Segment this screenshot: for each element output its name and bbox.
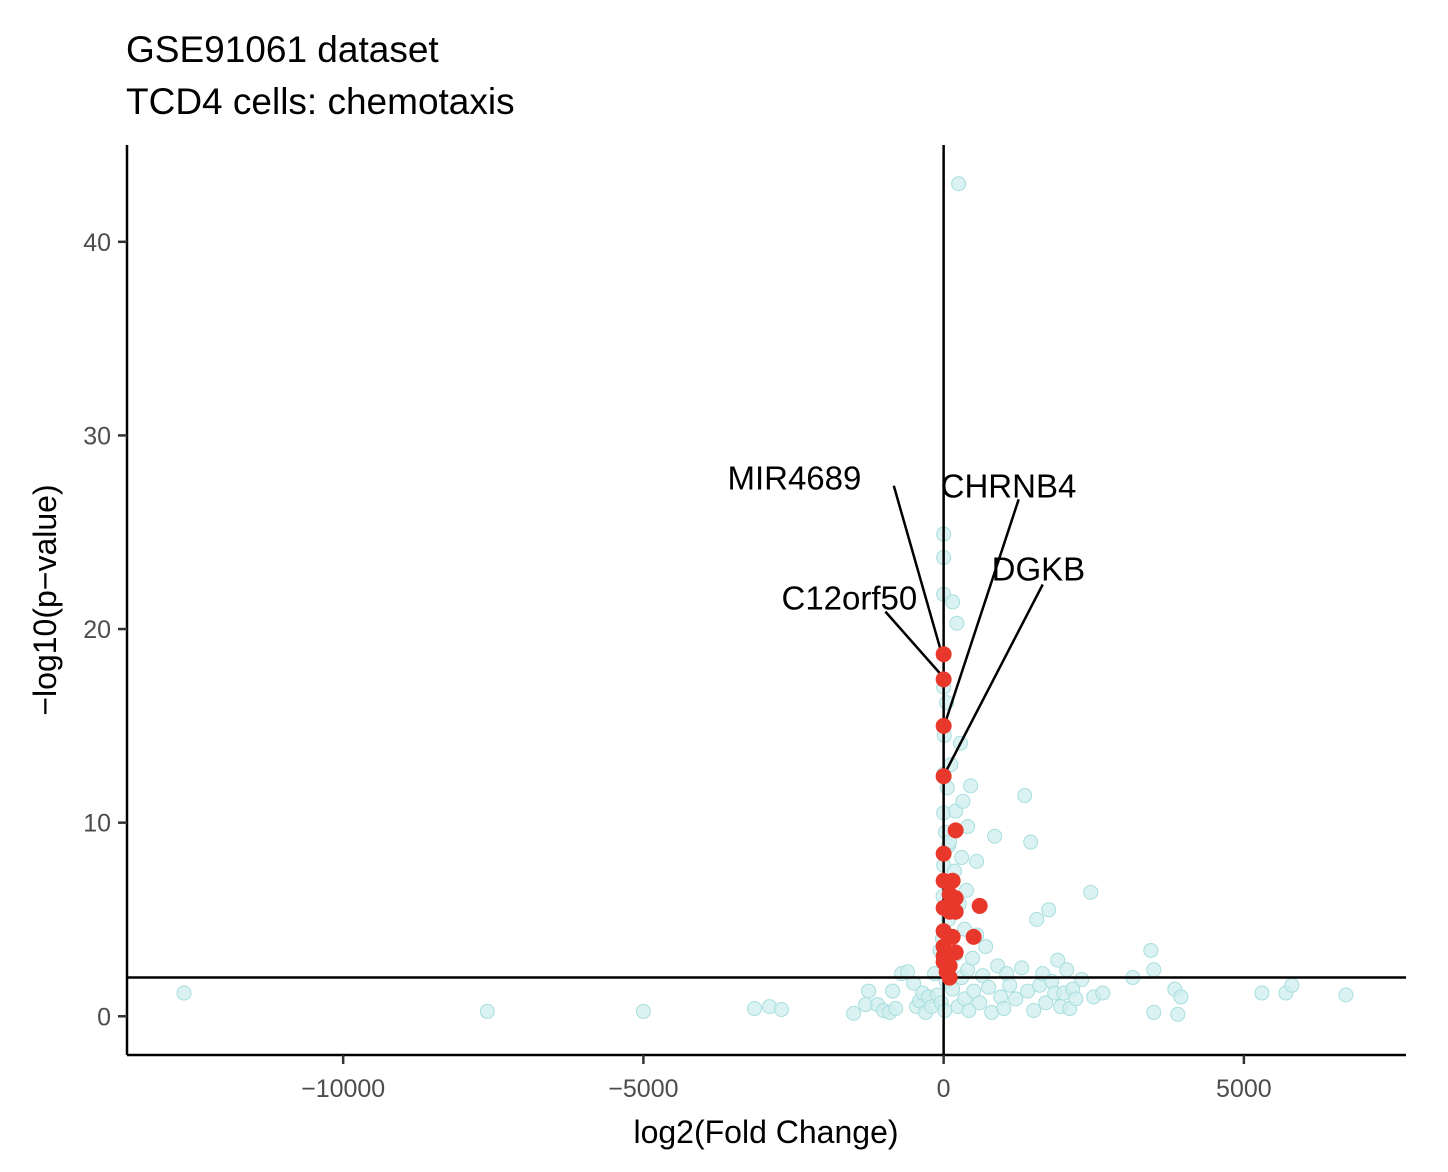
background-gene-point (955, 793, 971, 809)
background-gene-point (978, 939, 994, 955)
background-gene-point (1002, 977, 1018, 993)
background-gene-point (1146, 1004, 1162, 1020)
chemotaxis-gene-point (947, 903, 964, 920)
y-tick-label: 0 (97, 1003, 111, 1031)
background-gene-point (964, 950, 980, 966)
x-axis-title: log2(Fold Change) (633, 1114, 898, 1150)
x-tick-label: 5000 (1216, 1075, 1272, 1103)
background-gene-point (1026, 1002, 1042, 1018)
background-gene-point (972, 995, 988, 1011)
gene-labels: MIR4689 CHRNB4 C12orf50 DGKB (727, 460, 1085, 617)
background-gene-point (1050, 952, 1066, 968)
axes (125, 145, 1406, 1057)
background-gene-point (885, 983, 901, 999)
chart-title: GSE91061 dataset TCD4 cells: chemotaxis (126, 29, 515, 122)
background-gene-point (479, 1003, 495, 1019)
background-gene-point (966, 983, 982, 999)
background-gene-point (1041, 902, 1057, 918)
background-gene-point (954, 850, 970, 866)
background-gene-point (1143, 942, 1159, 958)
background-gene-point (949, 615, 965, 631)
background-gene-point (1095, 985, 1111, 1001)
y-axis-ticks: 0 10 20 30 40 (83, 229, 127, 1031)
chemotaxis-gene-point (935, 845, 952, 862)
chemotaxis-gene-point (935, 717, 952, 734)
connector-line-chrnb4 (944, 498, 1020, 723)
background-gene-point (981, 979, 997, 995)
y-tick-label: 20 (83, 616, 111, 644)
chemotaxis-gene-point (947, 822, 964, 839)
background-gene-point (1254, 985, 1270, 1001)
background-gene-point (635, 1003, 651, 1019)
background-gene-point (945, 594, 961, 610)
connector-line-c12orf50 (884, 610, 943, 677)
connector-line-dgkb (944, 583, 1044, 773)
chemotaxis-gene-point (935, 646, 952, 663)
chemotaxis-gene-point (935, 671, 952, 688)
background-gene-point (1170, 1006, 1186, 1022)
background-gene-point (1068, 991, 1084, 1007)
background-gene-point (1029, 911, 1045, 927)
annotation-connector-lines (884, 485, 1044, 773)
chemotaxis-gene-point (944, 872, 961, 889)
background-gene-point (1338, 987, 1354, 1003)
chemotaxis-gene-point (947, 944, 964, 961)
background-gene-point (1038, 995, 1054, 1011)
chemotaxis-gene-point (944, 928, 961, 945)
background-gene-point (1284, 977, 1300, 993)
background-gene-point (1008, 991, 1024, 1007)
background-gene-point (846, 1005, 862, 1021)
background-gene-point (996, 1001, 1012, 1017)
gene-label-dgkb: DGKB (992, 551, 1086, 588)
background-gene-point (961, 1002, 977, 1018)
chemotaxis-gene-point (965, 928, 982, 945)
chemotaxis-gene-point (941, 969, 958, 986)
chemotaxis-gene-point (971, 897, 988, 914)
chemotaxis-gene-point (935, 768, 952, 785)
background-gene-point (746, 1001, 762, 1017)
y-tick-label: 30 (83, 422, 111, 450)
x-axis-ticks: −10000 −5000 0 5000 (301, 1055, 1272, 1103)
background-gene-point (987, 828, 1003, 844)
background-gene-point (1083, 884, 1099, 900)
background-gene-point (1173, 989, 1189, 1005)
chemotaxis-gene-points (935, 646, 988, 986)
background-gene-point (958, 882, 974, 898)
background-gene-point (1059, 962, 1075, 978)
background-gene-point (1023, 834, 1039, 850)
background-gene-point (975, 968, 991, 984)
background-gene-point (176, 985, 192, 1001)
background-gene-point (888, 1001, 904, 1017)
background-gene-point (1017, 788, 1033, 804)
y-axis-title: −log10(p−value) (27, 484, 63, 715)
connector-line-mir4689 (892, 485, 944, 655)
gene-label-chrnb4: CHRNB4 (941, 467, 1077, 504)
background-gene-point (1014, 960, 1030, 976)
x-tick-label: −10000 (301, 1075, 385, 1103)
background-gene-point (1074, 971, 1090, 987)
x-tick-label: 0 (937, 1075, 951, 1103)
background-gene-point (963, 778, 979, 794)
y-tick-label: 10 (83, 810, 111, 838)
gene-label-mir4689: MIR4689 (727, 460, 861, 497)
background-gene-point (774, 1002, 790, 1017)
background-gene-point (1020, 983, 1036, 999)
chart-title-line-1: GSE91061 dataset (126, 29, 439, 70)
background-gene-point (861, 983, 877, 999)
gene-label-c12orf50: C12orf50 (782, 580, 918, 617)
background-gene-point (951, 176, 967, 192)
y-tick-label: 40 (83, 229, 111, 257)
background-gene-point (1146, 962, 1162, 978)
chemotaxis-gene-point (935, 948, 952, 965)
x-tick-label: −5000 (608, 1075, 678, 1103)
background-gene-point (969, 853, 985, 869)
chart-title-line-2: TCD4 cells: chemotaxis (126, 81, 515, 122)
chemotaxis-gene-point (947, 890, 964, 907)
